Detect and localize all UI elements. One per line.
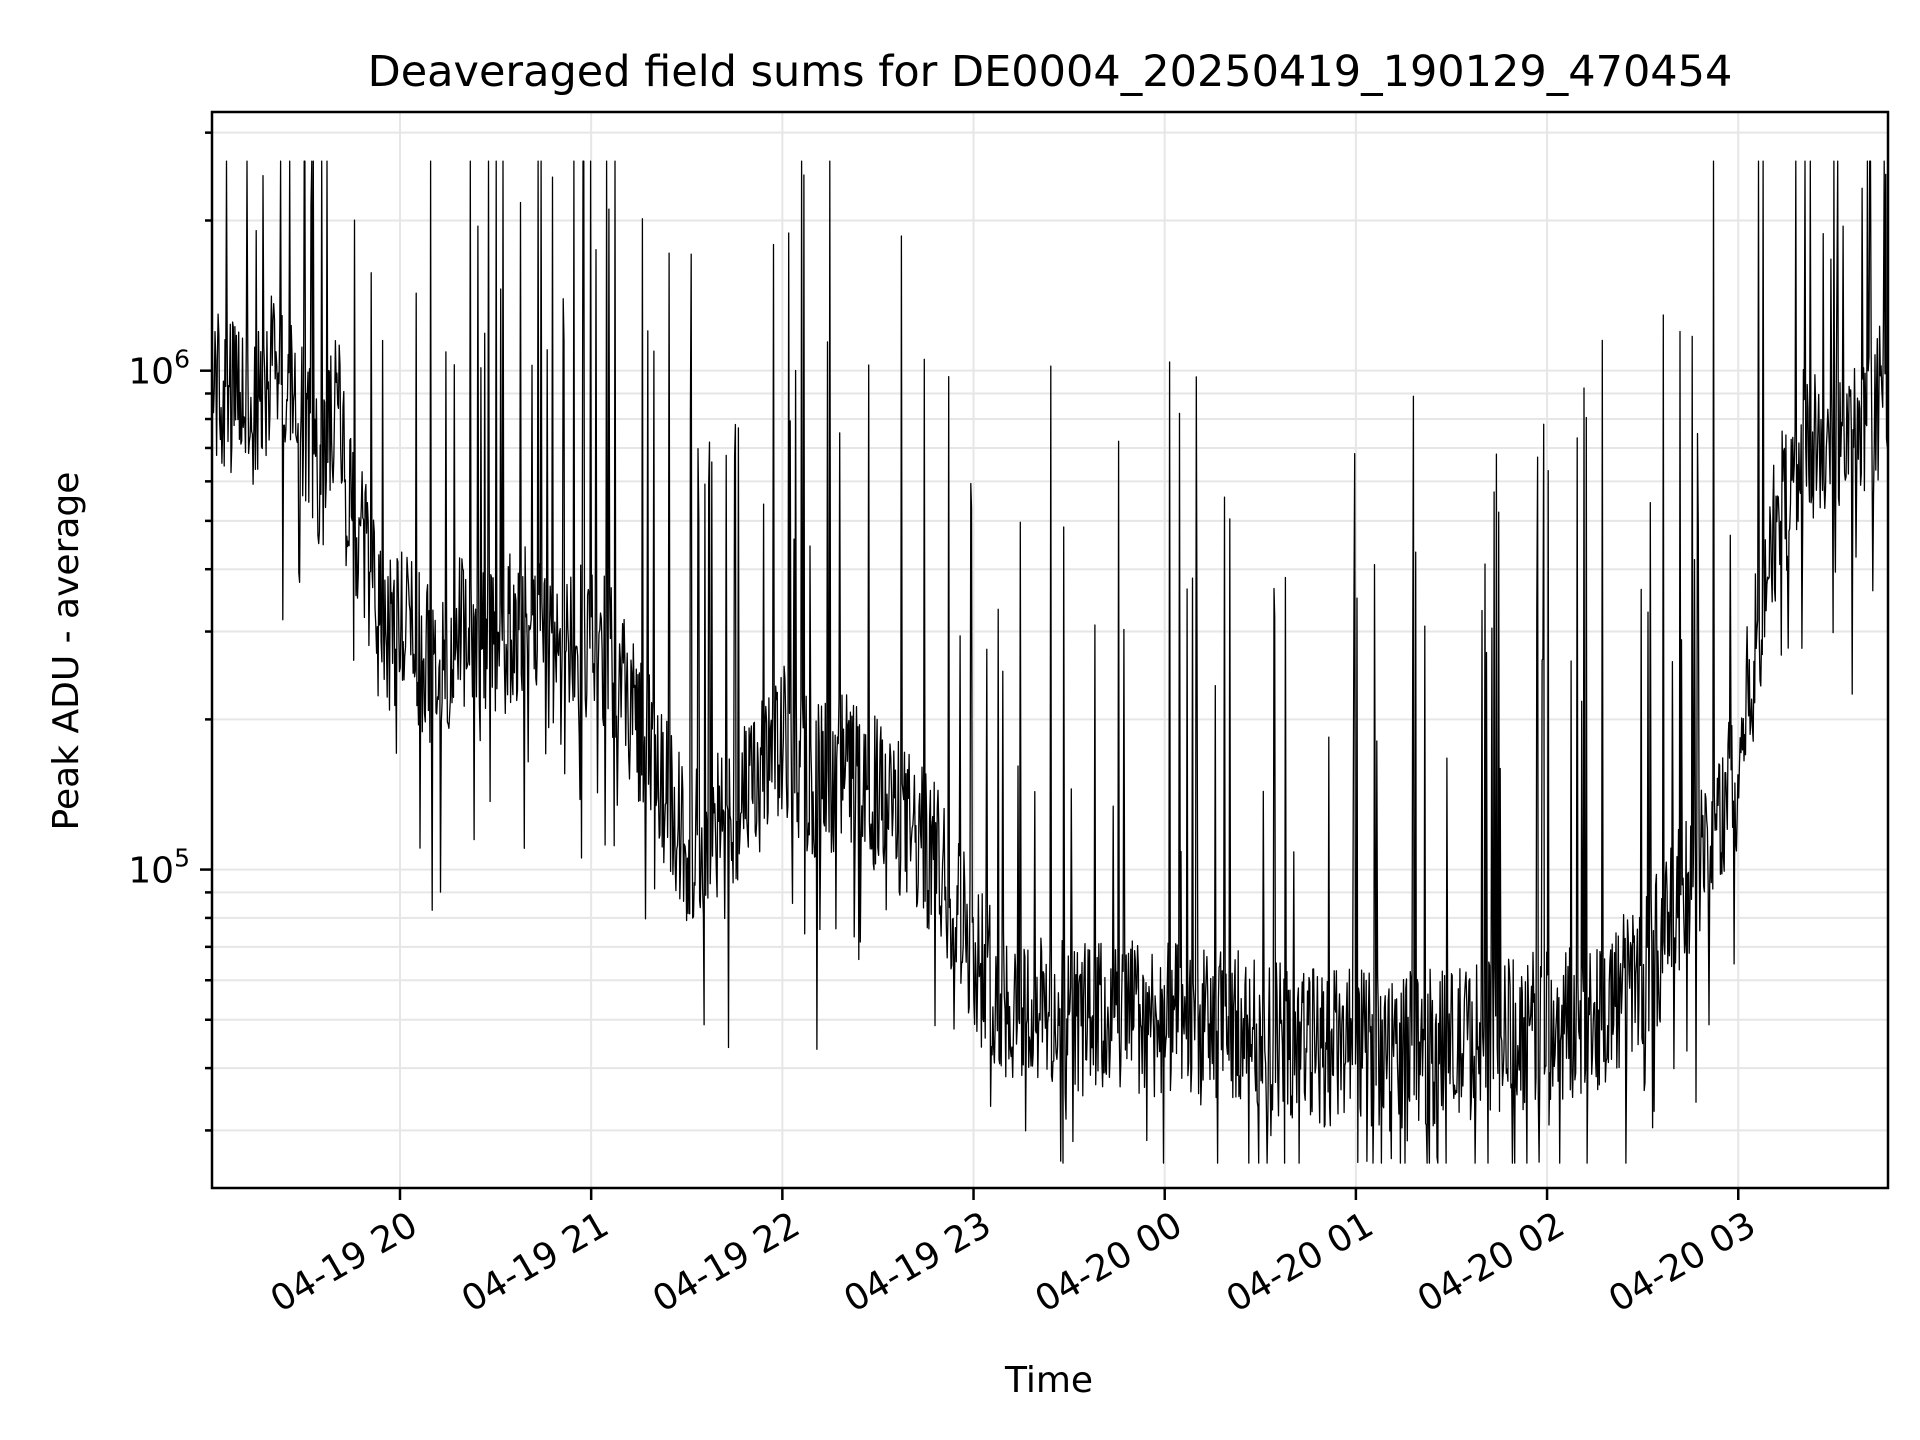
x-tick-label: 04-20 02 bbox=[1411, 1204, 1572, 1320]
plot-frame bbox=[210, 110, 1890, 1190]
series-line bbox=[211, 160, 1889, 1164]
x-tick-label: 04-20 01 bbox=[1220, 1204, 1381, 1320]
x-axis-label: Time bbox=[1004, 1360, 1093, 1401]
x-tick-label: 04-19 23 bbox=[837, 1204, 998, 1320]
y-axis: 105 106 bbox=[128, 131, 212, 1132]
x-axis: 04-19 20 04-19 21 04-19 22 04-19 23 04-20 00… bbox=[264, 1188, 1763, 1321]
x-tick-label: 04-19 21 bbox=[455, 1204, 616, 1320]
x-tick-label: 04-19 22 bbox=[646, 1204, 807, 1320]
x-tick-label: 04-20 00 bbox=[1029, 1204, 1190, 1320]
x-tick-label: 04-19 20 bbox=[264, 1204, 425, 1320]
y-axis-label: Peak ADU - average bbox=[46, 472, 87, 831]
y-tick-label: 105 bbox=[128, 844, 190, 892]
x-tick-label: 04-20 03 bbox=[1602, 1204, 1763, 1320]
y-tick-label: 106 bbox=[128, 345, 190, 393]
chart-title: Deaveraged field sums for DE0004_2025041… bbox=[368, 47, 1733, 97]
